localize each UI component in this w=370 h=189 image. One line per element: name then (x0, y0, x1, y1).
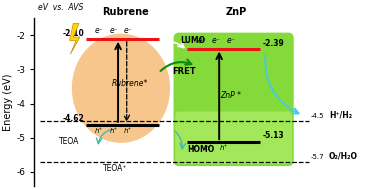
Text: FRET: FRET (173, 67, 196, 76)
Text: H⁺/H₂: H⁺/H₂ (329, 110, 352, 119)
Text: -2.39: -2.39 (263, 39, 284, 48)
Text: TEOA⁺: TEOA⁺ (103, 164, 127, 173)
Ellipse shape (72, 34, 170, 143)
Text: e⁻: e⁻ (124, 26, 132, 35)
Text: e⁻: e⁻ (110, 26, 118, 35)
Text: h⁺: h⁺ (95, 128, 103, 133)
Text: TEOA: TEOA (59, 137, 79, 146)
Text: LUMO: LUMO (180, 36, 205, 45)
Text: e⁻: e⁻ (95, 26, 104, 35)
Text: O₂/H₂O: O₂/H₂O (329, 151, 358, 160)
Text: e⁻: e⁻ (212, 36, 221, 45)
Y-axis label: Energy (eV): Energy (eV) (3, 73, 13, 131)
Text: -4.62: -4.62 (63, 114, 85, 123)
Text: Rubrene: Rubrene (102, 7, 149, 17)
Text: -2.10: -2.10 (63, 29, 85, 38)
Text: h⁺: h⁺ (219, 145, 228, 151)
Text: -5.13: -5.13 (263, 132, 284, 140)
Text: h⁺: h⁺ (124, 128, 132, 133)
Text: e⁻: e⁻ (198, 36, 206, 45)
Text: h⁺: h⁺ (191, 145, 199, 151)
Text: h⁺: h⁺ (205, 145, 213, 151)
Text: -4.5: -4.5 (310, 113, 324, 119)
FancyBboxPatch shape (174, 33, 294, 166)
Text: h⁺: h⁺ (110, 128, 118, 133)
FancyBboxPatch shape (175, 112, 292, 164)
Text: -5.7: -5.7 (310, 154, 324, 160)
Text: ZnP *: ZnP * (220, 91, 241, 100)
Text: eV  vs.  AVS: eV vs. AVS (38, 3, 83, 12)
Text: HOMO: HOMO (187, 145, 215, 154)
Polygon shape (70, 23, 80, 54)
Text: e⁻: e⁻ (226, 36, 235, 45)
Text: Rubrene*: Rubrene* (111, 79, 148, 88)
Text: ZnP: ZnP (226, 7, 247, 17)
